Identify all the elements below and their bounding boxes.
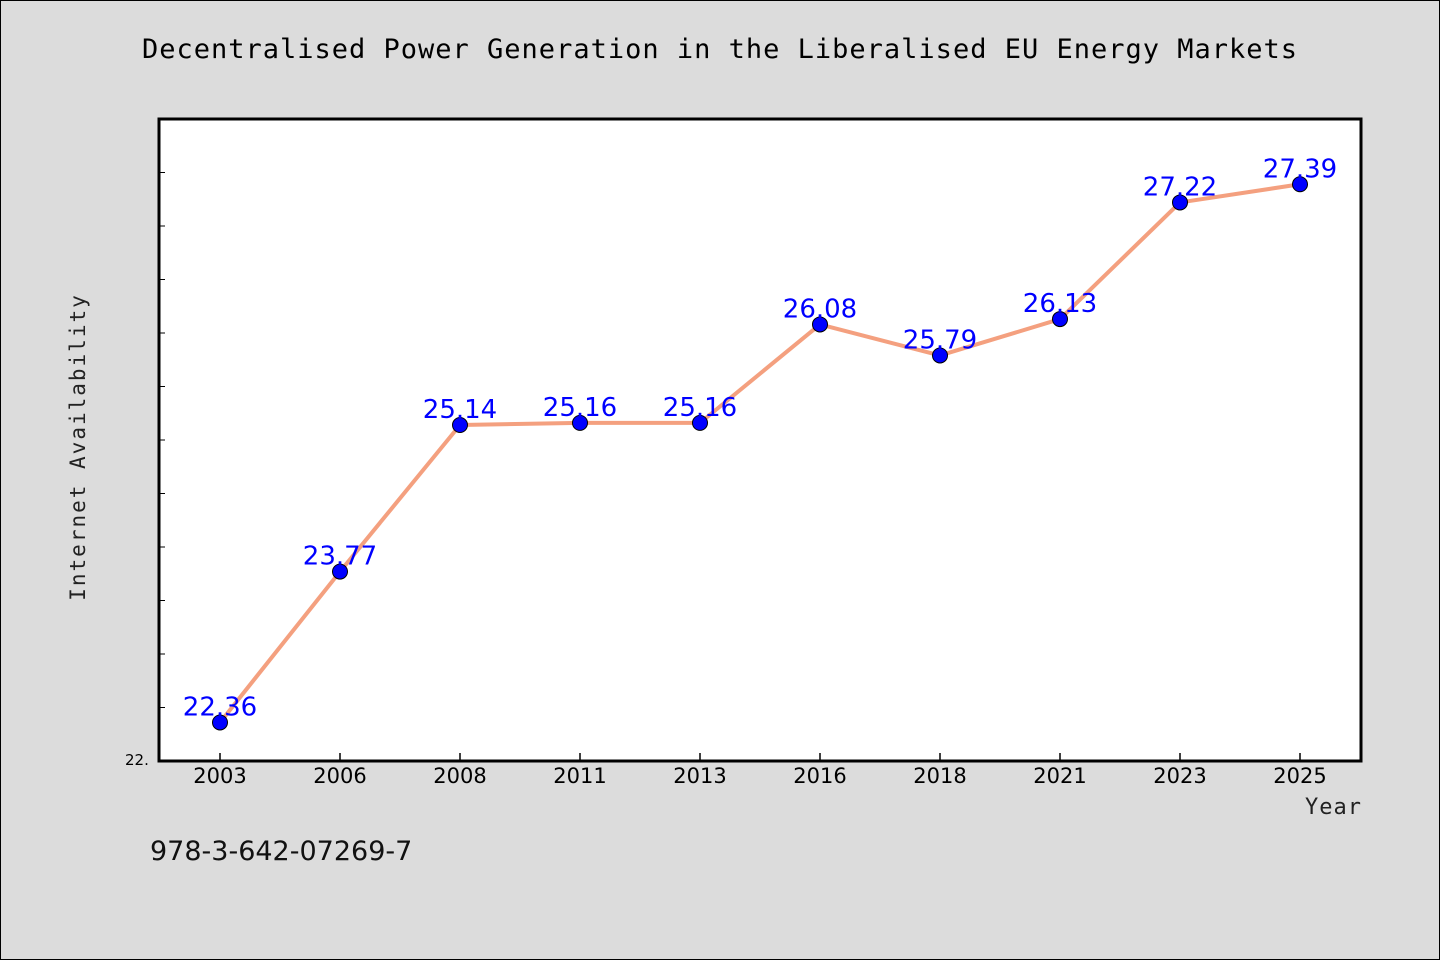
x-tick-label: 2011	[553, 764, 606, 788]
data-labels: 22.36 23.77 25.14 25.16 25.16 26.08 25.79 26.13…	[183, 154, 1337, 722]
x-axis-ticks	[219, 753, 1301, 761]
data-label: 27.22	[1143, 172, 1217, 202]
footer-isbn: 978-3-642-07269-7	[150, 836, 413, 867]
x-tick-label: 2008	[433, 764, 486, 788]
series-line	[218, 182, 1301, 724]
x-tick-label: 2025	[1273, 764, 1326, 788]
plot-area	[157, 117, 1363, 763]
x-axis-label: Year	[1305, 795, 1362, 820]
data-label: 25.14	[423, 395, 497, 425]
x-tick-label: 2018	[913, 764, 966, 788]
y-min-tick-label: 22.	[125, 751, 149, 769]
data-point	[1292, 176, 1308, 193]
data-label: 26.13	[1023, 289, 1097, 319]
data-label: 23.77	[303, 542, 377, 572]
data-label: 26.08	[783, 294, 857, 324]
data-label: 25.16	[663, 393, 737, 423]
data-point	[212, 714, 228, 731]
data-point	[452, 417, 468, 434]
data-point	[332, 563, 348, 580]
data-label: 25.16	[543, 393, 617, 423]
data-point	[812, 316, 828, 333]
data-point	[1052, 311, 1068, 328]
data-point	[692, 414, 708, 431]
data-point	[572, 414, 588, 431]
data-point	[932, 347, 948, 364]
series-markers	[212, 176, 1308, 731]
data-label: 27.39	[1263, 154, 1337, 184]
x-tick-labels: 2003 2006 2008 2011 2013 2016 2018 2021 2023 2025	[193, 764, 1326, 788]
data-label: 25.79	[903, 325, 977, 355]
x-tick-label: 2016	[793, 764, 846, 788]
x-tick-label: 2013	[673, 764, 726, 788]
y-axis-ticks	[159, 118, 165, 708]
x-tick-label: 2006	[313, 764, 366, 788]
x-tick-label: 2021	[1033, 764, 1086, 788]
x-tick-label: 2023	[1153, 764, 1206, 788]
data-label: 22.36	[183, 692, 257, 722]
data-point	[1172, 194, 1188, 211]
chart-title: Decentralised Power Generation in the Li…	[141, 34, 1299, 65]
x-tick-label: 2003	[193, 764, 246, 788]
